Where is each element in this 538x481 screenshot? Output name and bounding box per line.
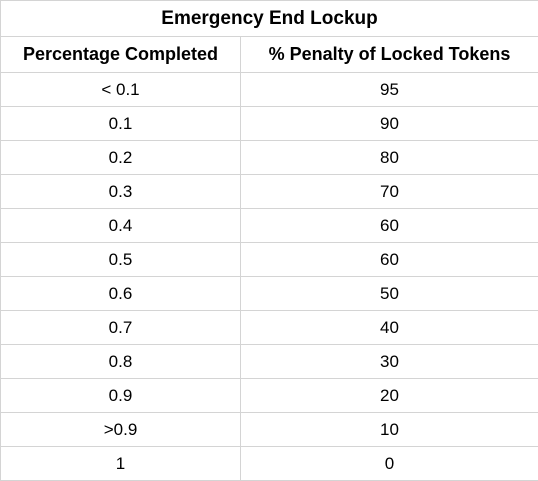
penalty-cell: 80 [241, 141, 538, 175]
column-header: Percentage Completed [1, 37, 241, 73]
percentage-cell: 1 [1, 447, 241, 481]
penalty-cell: 95 [241, 73, 538, 107]
penalty-cell: 70 [241, 175, 538, 209]
penalty-cell: 40 [241, 311, 538, 345]
percentage-cell: 0.5 [1, 243, 241, 277]
percentage-cell: 0.3 [1, 175, 241, 209]
percentage-cell: 0.4 [1, 209, 241, 243]
penalty-cell: 90 [241, 107, 538, 141]
penalty-cell: 30 [241, 345, 538, 379]
penalty-cell: 10 [241, 413, 538, 447]
percentage-cell: < 0.1 [1, 73, 241, 107]
percentage-cell: 0.7 [1, 311, 241, 345]
penalty-cell: 60 [241, 243, 538, 277]
percentage-cell: 0.1 [1, 107, 241, 141]
penalty-cell: 60 [241, 209, 538, 243]
percentage-cell: 0.2 [1, 141, 241, 175]
penalty-cell: 0 [241, 447, 538, 481]
penalty-cell: 50 [241, 277, 538, 311]
percentage-cell: 0.8 [1, 345, 241, 379]
percentage-cell: 0.6 [1, 277, 241, 311]
column-header: % Penalty of Locked Tokens [241, 37, 538, 73]
penalty-cell: 20 [241, 379, 538, 413]
table-title: Emergency End Lockup [1, 1, 538, 37]
percentage-cell: 0.9 [1, 379, 241, 413]
percentage-cell: >0.9 [1, 413, 241, 447]
